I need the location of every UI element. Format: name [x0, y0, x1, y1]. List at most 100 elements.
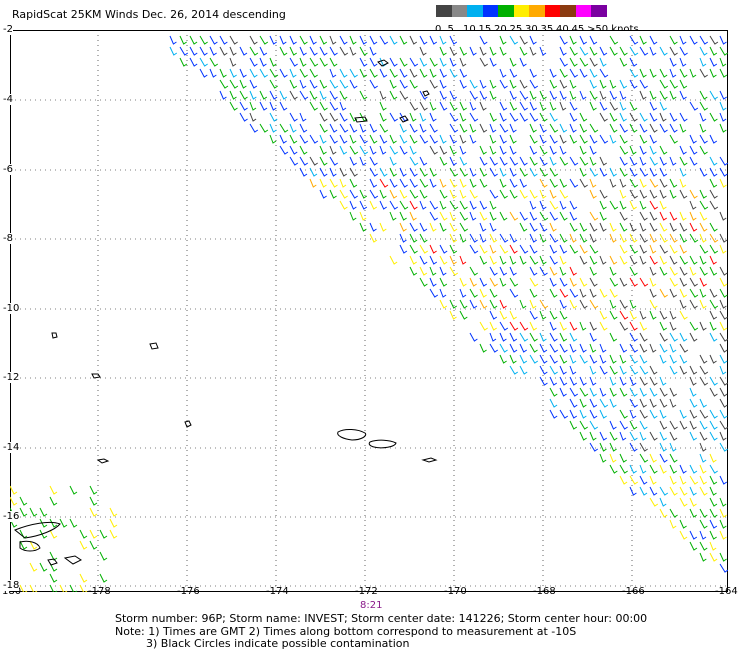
wind-barb: [609, 310, 618, 320]
legend-swatch: [544, 5, 561, 17]
wind-barb: [569, 299, 578, 309]
wind-barb: [689, 332, 698, 342]
wind-barb: [549, 178, 558, 188]
wind-barb: [559, 255, 567, 265]
wind-barb: [549, 321, 557, 331]
y-tick-label: -18: [3, 580, 20, 591]
legend-swatch: [560, 5, 576, 17]
wind-barb: [319, 123, 328, 133]
wind-barb: [469, 167, 477, 177]
wind-barb: [649, 365, 658, 375]
wind-barb: [569, 233, 577, 243]
wind-barb: [299, 90, 309, 100]
wind-barb: [649, 409, 658, 419]
wind-barb: [459, 79, 467, 89]
wind-barb: [619, 222, 628, 232]
wind-barb: [699, 222, 708, 232]
wind-barb: [659, 200, 667, 210]
wind-barb: [419, 57, 428, 67]
wind-barb: [229, 46, 237, 56]
wind-barb: [649, 90, 657, 100]
wind-barb: [659, 244, 668, 254]
wind-barb: [529, 255, 539, 265]
wind-barb: [679, 233, 688, 243]
wind-barb: [539, 134, 547, 144]
wind-barb: [659, 266, 668, 276]
wind-barb: [49, 529, 58, 539]
wind-barb: [209, 46, 217, 56]
wind-barb: [659, 310, 668, 320]
wind-barb: [619, 211, 628, 221]
wind-barb: [699, 189, 707, 199]
wind-barb: [369, 167, 378, 177]
wind-barb: [479, 178, 488, 188]
wind-barb: [429, 68, 437, 78]
wind-barb: [559, 321, 567, 331]
wind-barb: [559, 189, 569, 199]
wind-barb: [709, 310, 718, 320]
wind-barb: [429, 266, 437, 276]
wind-barb: [579, 178, 588, 188]
wind-barb: [699, 464, 707, 474]
wind-barb: [419, 266, 428, 276]
wind-barb: [349, 145, 359, 155]
wind-barb: [589, 420, 599, 430]
wind-barb: [529, 68, 537, 78]
wind-barb: [629, 486, 637, 496]
wind-barb: [599, 354, 607, 364]
wind-barb: [709, 233, 719, 243]
wind-barb: [549, 398, 558, 408]
wind-barb: [719, 101, 727, 111]
wind-barb: [519, 321, 529, 331]
wind-barb: [559, 332, 568, 342]
wind-barb: [19, 507, 28, 517]
wind-barb: [619, 145, 629, 155]
wind-barb: [339, 167, 348, 177]
wind-barb: [369, 35, 378, 45]
wind-barb: [429, 288, 439, 298]
wind-barb: [719, 530, 727, 540]
wind-barb: [669, 233, 678, 243]
wind-barb: [389, 156, 397, 166]
wind-barb: [429, 134, 438, 144]
wind-barb: [539, 255, 547, 265]
wind-barb: [609, 233, 617, 243]
wind-barb: [669, 431, 678, 441]
wind-barb: [619, 321, 628, 331]
wind-barb: [559, 134, 567, 144]
wind-barb: [109, 518, 118, 528]
wind-barb: [689, 464, 698, 474]
wind-barb: [639, 376, 648, 386]
wind-barb: [419, 233, 428, 243]
wind-barb: [559, 68, 568, 78]
wind-barb: [719, 442, 728, 452]
island-fiji-1: [14, 521, 61, 539]
wind-barb: [409, 68, 418, 78]
wind-barb: [339, 178, 347, 188]
wind-barb: [369, 79, 378, 89]
wind-barb: [639, 222, 647, 232]
wind-barb: [719, 299, 727, 309]
wind-barb: [699, 244, 709, 254]
wind-barb: [539, 200, 547, 210]
wind-barb: [629, 68, 639, 78]
wind-barb: [639, 365, 649, 375]
wind-barb: [719, 420, 728, 430]
wind-barb: [279, 46, 288, 56]
wind-barb: [529, 189, 538, 199]
wind-barb: [669, 35, 678, 45]
wind-barb: [499, 277, 507, 287]
wind-barb: [299, 112, 307, 122]
wind-barb: [649, 343, 657, 353]
wind-barb: [589, 35, 598, 45]
wind-barb: [709, 530, 717, 540]
island-small-3: [184, 420, 192, 428]
y-tick-label: -2: [3, 24, 13, 35]
wind-barb: [339, 46, 349, 56]
wind-barb: [409, 244, 418, 254]
wind-barb: [699, 530, 707, 540]
wind-barb: [409, 255, 417, 265]
wind-barb: [449, 299, 458, 309]
wind-barb: [259, 46, 268, 56]
legend-label: 30: [525, 24, 538, 35]
